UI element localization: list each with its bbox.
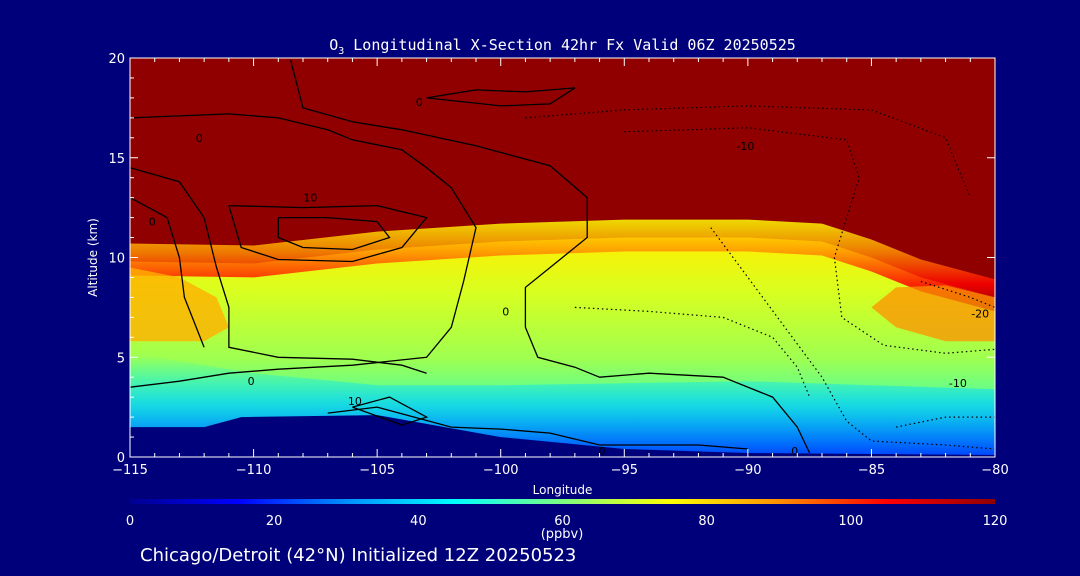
- colorbar-tick-label: 60: [554, 514, 571, 529]
- footer-caption: Chicago/Detroit (42°N) Initialized 12Z 2…: [140, 545, 576, 566]
- y-tick-label: 20: [108, 52, 125, 67]
- x-tick-label: −115: [112, 463, 148, 478]
- y-tick-label: 15: [108, 152, 125, 167]
- negative-contour-line: [525, 105, 971, 198]
- y-tick-label: 10: [108, 252, 125, 267]
- positive-contour-line: [228, 204, 428, 263]
- positive-contour-line: [130, 113, 477, 388]
- colorbar-tick-label: 80: [698, 514, 715, 529]
- contour-label: 10: [348, 395, 362, 408]
- positive-contour-line: [130, 197, 205, 348]
- contour-label: 0: [196, 132, 203, 145]
- positive-contour-line: [289, 59, 811, 454]
- colorbar: [130, 499, 995, 504]
- title-rest: Longitudinal X-Section 42hr Fx Valid 06Z…: [344, 36, 796, 54]
- y-axis: 0 5 10 15 20: [108, 52, 995, 466]
- y-tick-label: 0: [117, 451, 125, 466]
- x-tick-label: −105: [359, 463, 395, 478]
- x-axis: −115 −110 −105 −100 −95 −90 −85 −80: [112, 58, 1009, 478]
- title-species-subscript: 3: [338, 46, 344, 57]
- contour-label: 0: [791, 445, 798, 458]
- colorbar-tick-label: 100: [838, 514, 863, 529]
- tropopause-gradient-band: [130, 219, 995, 312]
- positive-contour-line: [130, 167, 427, 374]
- colorbar-ticks: 0 20 40 60 80 100 120: [126, 514, 1008, 529]
- title-species: O: [329, 36, 338, 54]
- contour-label: 0: [502, 305, 509, 318]
- x-tick-label: −80: [981, 463, 1008, 478]
- x-axis-title: Longitude: [533, 483, 593, 497]
- x-tick-label: −90: [734, 463, 761, 478]
- contour-label: -20: [971, 307, 989, 320]
- contour-label: 0: [599, 445, 606, 458]
- contour-label: -10: [949, 377, 967, 390]
- terrain-mask: [130, 415, 995, 457]
- contour-label: -10: [736, 140, 754, 153]
- x-tick-label: −95: [611, 463, 638, 478]
- negative-contour-line: [895, 416, 995, 428]
- plot-area: 0 0 0 0 0 0 0 10 10 -10 -10 -20: [130, 58, 995, 458]
- colorbar-tick-label: 20: [266, 514, 283, 529]
- chart-title: O3 Longitudinal X-Section 42hr Fx Valid …: [329, 36, 796, 57]
- negative-contour-line: [710, 227, 995, 450]
- colorbar-tick-label: 120: [983, 514, 1008, 529]
- contour-label: 0: [149, 216, 156, 229]
- colorbar-tick-label: 0: [126, 514, 134, 529]
- contour-label: 10: [303, 192, 317, 205]
- positive-contour-line: [426, 87, 576, 107]
- contour-label: 0: [248, 375, 255, 388]
- elevated-ozone-patch-east: [871, 285, 995, 342]
- y-tick-label: 5: [117, 351, 125, 366]
- x-tick-label: −100: [483, 463, 519, 478]
- positive-contour-line: [327, 406, 748, 450]
- x-tick-label: −85: [858, 463, 885, 478]
- contour-labels: 0 0 0 0 0 0 0 10 10 -10 -10 -20: [149, 96, 989, 458]
- positive-contour-line: [352, 396, 429, 426]
- difference-contours: [130, 59, 995, 454]
- positive-contour-line: [277, 216, 391, 251]
- colorbar-units-label: (ppbv): [541, 527, 584, 542]
- y-axis-title: Altitude (km): [86, 218, 100, 297]
- contour-label: 0: [416, 96, 423, 109]
- elevated-ozone-patch-west: [130, 267, 229, 342]
- x-tick-label: −110: [236, 463, 272, 478]
- colorbar-tick-label: 40: [410, 514, 427, 529]
